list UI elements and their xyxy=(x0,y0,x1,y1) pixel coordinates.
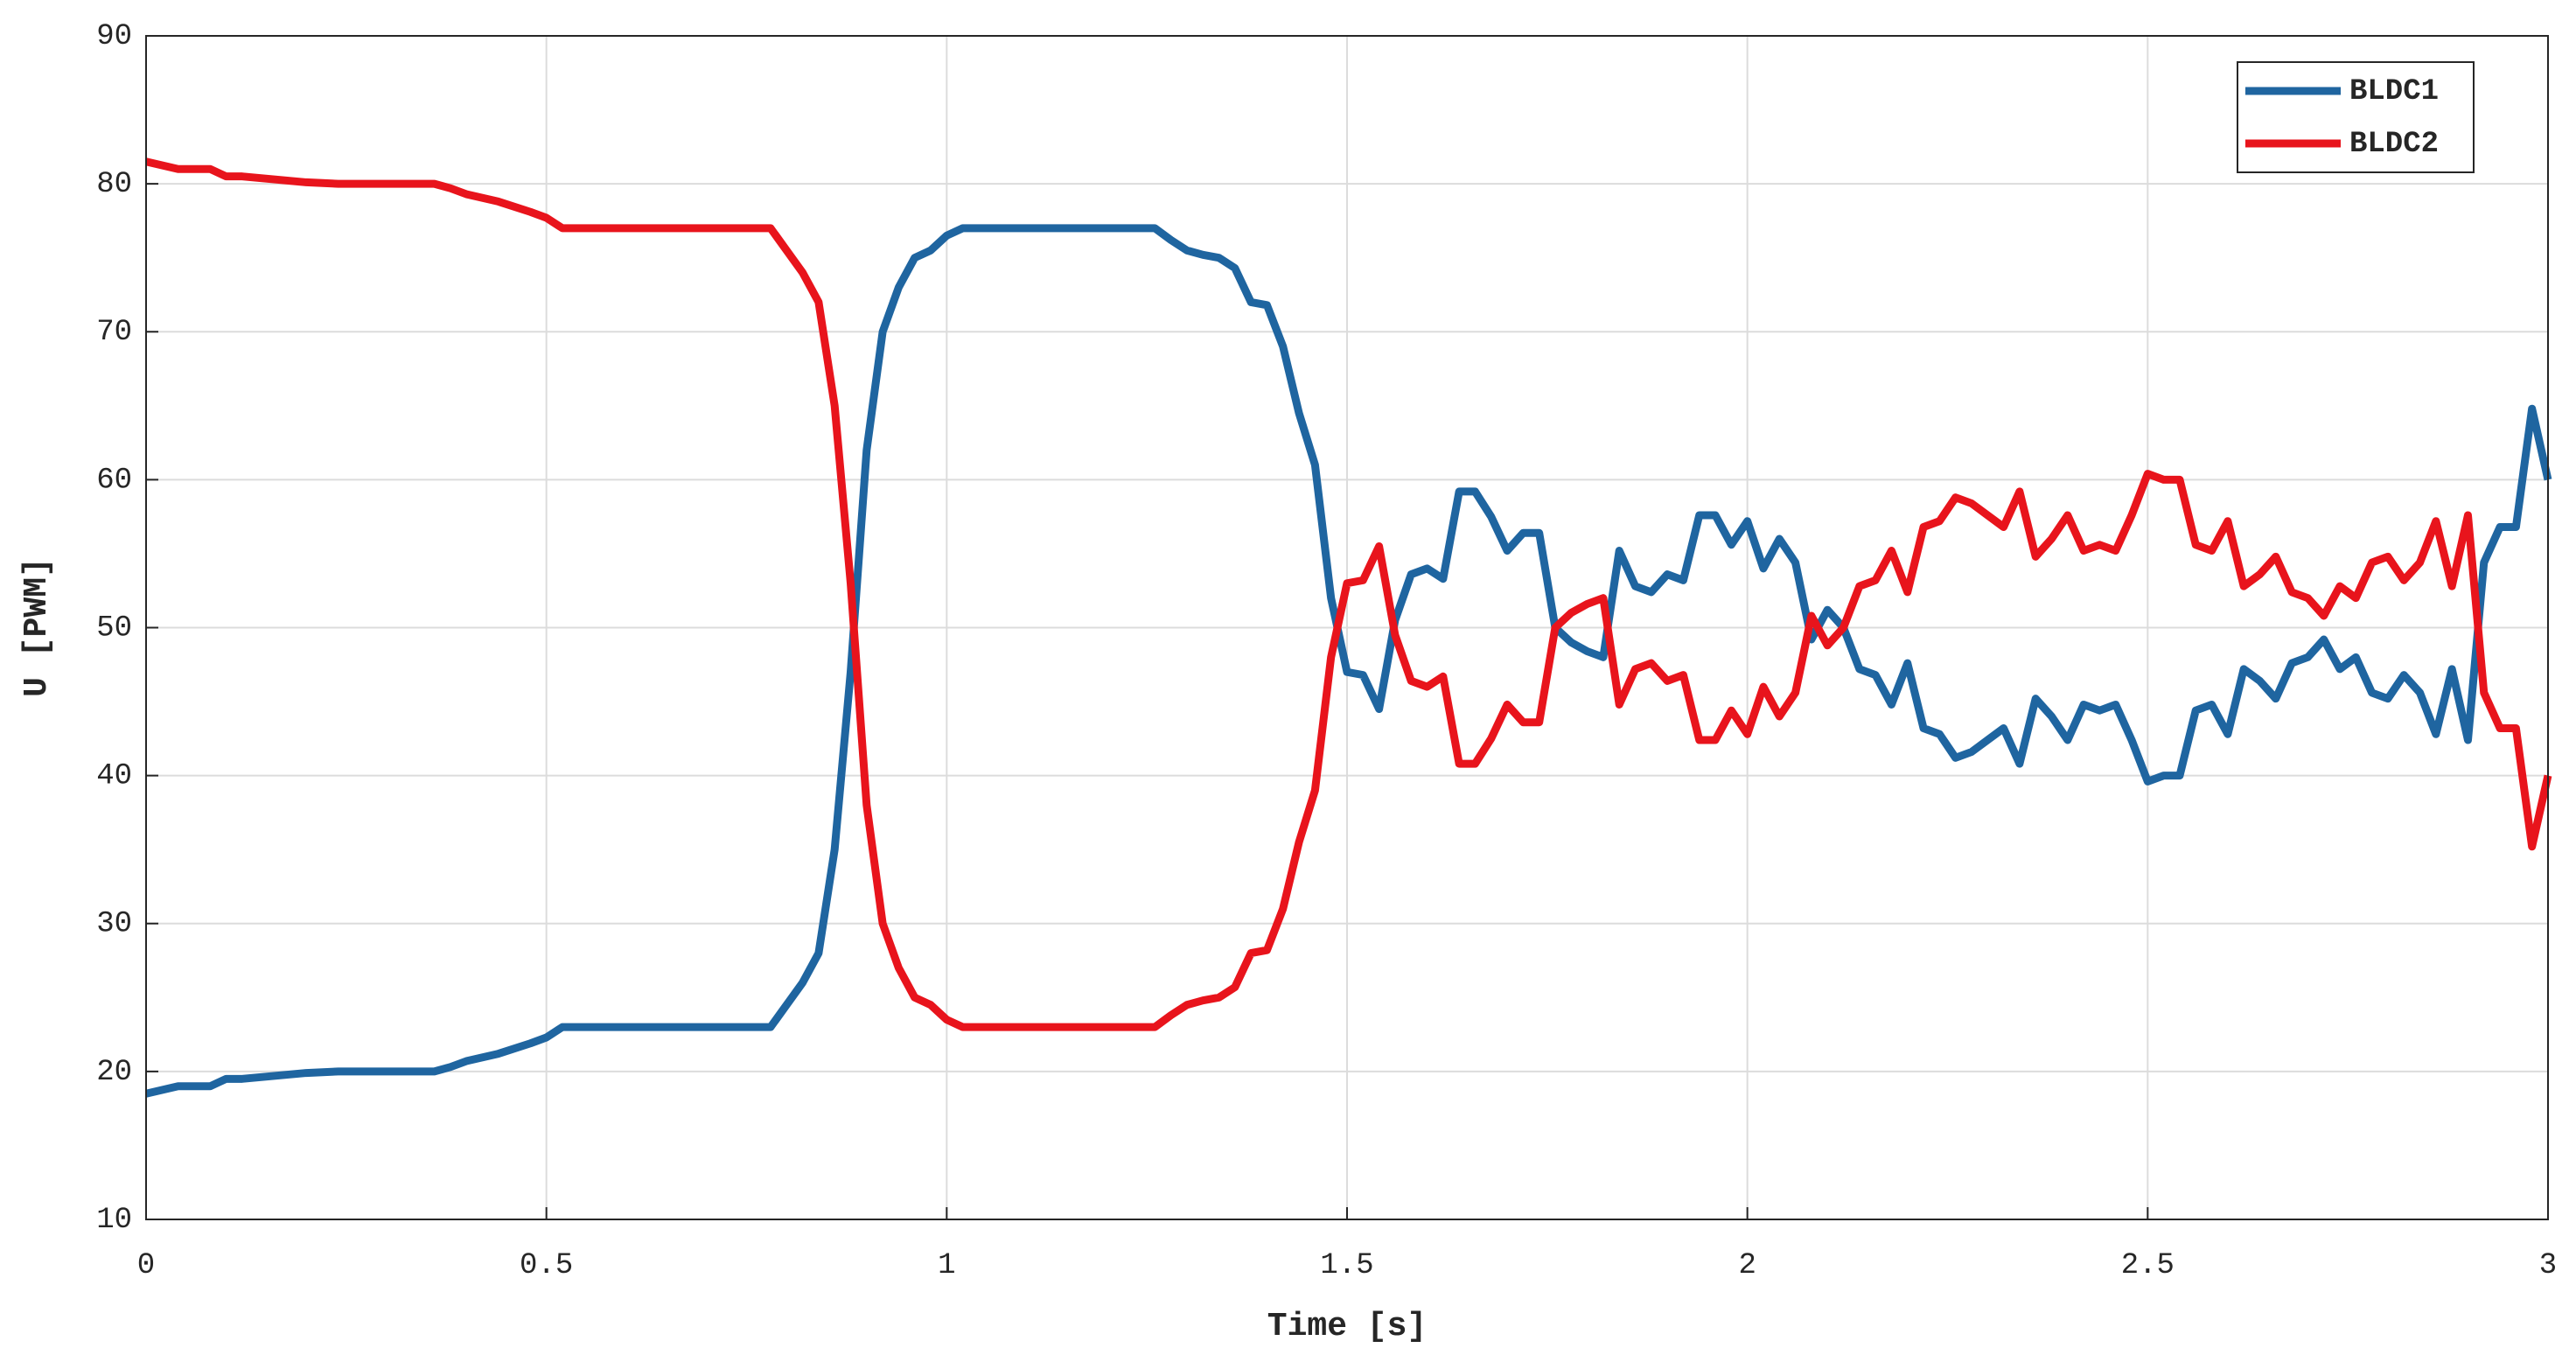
plot-lines xyxy=(144,157,2552,1098)
series-line xyxy=(144,157,2552,1031)
y-tick-label: 40 xyxy=(96,760,132,793)
legend-box xyxy=(2237,61,2475,173)
y-tick-label: 50 xyxy=(96,611,132,645)
ticks: 0 0.5 1 1.5 2 2.5 3 10 20 30 40 50 60 70 80 90 xyxy=(96,20,2557,1282)
legend-label: BLDC2 xyxy=(2349,128,2439,161)
y-tick-label: 20 xyxy=(96,1056,132,1089)
y-tick-label: 30 xyxy=(96,908,132,941)
series-line xyxy=(144,224,2552,1098)
x-tick-label: 2 xyxy=(1738,1249,1756,1282)
x-tick-label: 2.5 xyxy=(2121,1249,2175,1282)
x-tick-label: 0 xyxy=(137,1249,155,1282)
x-tick-label: 0.5 xyxy=(520,1249,573,1282)
y-tick-label: 70 xyxy=(96,316,132,349)
legend: BLDC1 BLDC2 xyxy=(2237,61,2475,173)
x-tick-label: 1.5 xyxy=(1320,1249,1373,1282)
x-tick-label: 1 xyxy=(938,1249,955,1282)
x-tick-label: 3 xyxy=(2539,1249,2557,1282)
y-axis-label: U [PWM] xyxy=(18,557,56,697)
y-tick-label: 90 xyxy=(96,20,132,53)
y-tick-label: 80 xyxy=(96,168,132,201)
y-tick-label: 60 xyxy=(96,464,132,497)
y-tick-label: 10 xyxy=(96,1204,132,1237)
x-axis-label: Time [s] xyxy=(1267,1308,1427,1345)
legend-label: BLDC1 xyxy=(2349,75,2439,108)
